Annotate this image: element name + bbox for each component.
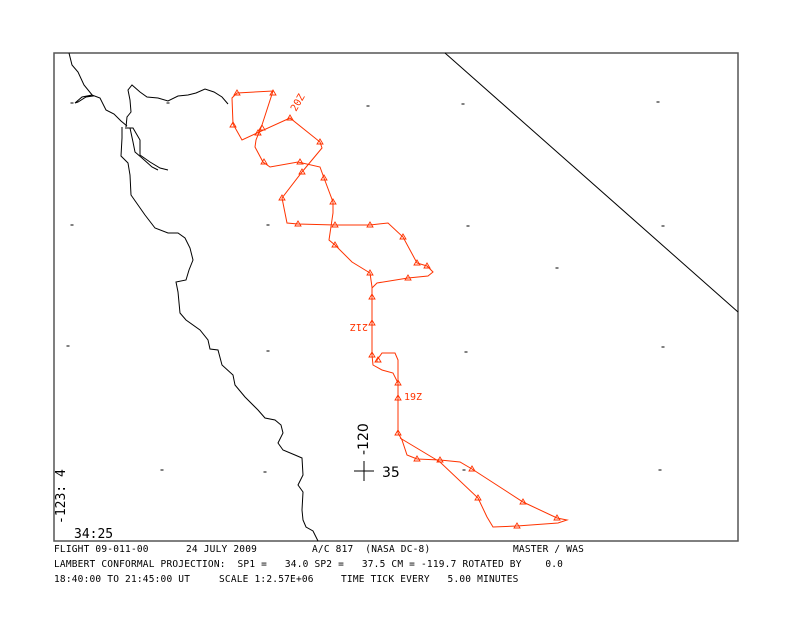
footer-line-2: LAMBERT CONFORMAL PROJECTION: SP1 = 34.0… (54, 559, 563, 571)
time-tick-marker (468, 465, 476, 472)
projection-info: LAMBERT CONFORMAL PROJECTION: SP1 = 34.0… (54, 559, 564, 570)
time-label-20z: 20Z (289, 92, 308, 113)
time-tick-marker (296, 158, 304, 165)
aircraft: A/C 817 (NASA DC-8) (312, 544, 431, 555)
time-tick-marker (413, 455, 421, 462)
corner-lon-label: -123: 4 (54, 469, 69, 524)
bay-east-shore (125, 127, 169, 171)
flight-id: FLIGHT 09-011-00 (54, 544, 149, 555)
reference-lat-label: 35 (382, 465, 400, 481)
flight-track (231, 90, 569, 528)
corner-lat-label: 34:25 (74, 527, 113, 542)
reference-crosshair: -120 35 (354, 423, 400, 481)
bay-west-shore (129, 127, 159, 171)
coast-central (120, 127, 319, 542)
time-tick-marker (331, 241, 339, 248)
time-tick-interval: TIME TICK EVERY 5.00 MINUTES (341, 574, 519, 585)
time-tick-marker (316, 138, 324, 145)
time-tick-marker (329, 198, 337, 205)
time-tick-marker (404, 274, 412, 281)
instrument: MASTER / WAS (513, 544, 585, 555)
grid-ticks (66, 101, 665, 473)
time-tick-markers (229, 89, 561, 529)
time-tick-marker (269, 89, 277, 96)
time-tick-marker (399, 233, 407, 240)
time-tick-marker (366, 269, 374, 276)
track-north-section (231, 90, 434, 297)
flight-date: 24 JULY 2009 (186, 544, 258, 555)
time-tick-marker (320, 174, 328, 181)
time-tick-marker (286, 114, 294, 121)
footer-line-3: 18:40:00 TO 21:45:00 UT SCALE 1:2.57E+06… (54, 574, 518, 586)
time-tick-marker (413, 259, 421, 266)
time-tick-marker (474, 494, 482, 501)
boundary-line (444, 52, 739, 313)
time-tick-marker (368, 351, 376, 358)
coast-north (68, 52, 128, 127)
time-tick-marker (254, 129, 262, 136)
map-frame (53, 52, 739, 542)
time-label-19z: 19Z (404, 392, 422, 403)
track-south-loop (397, 360, 569, 528)
scale: SCALE 1:2.57E+06 (219, 574, 314, 585)
time-tick-marker (374, 356, 382, 363)
time-tick-marker (278, 194, 286, 201)
time-tick-marker (423, 262, 431, 269)
reference-lon-label: -120 (356, 423, 372, 455)
time-tick-marker (394, 429, 402, 436)
bay-north-shore (125, 84, 229, 128)
time-tick-marker (553, 514, 561, 521)
coastline (68, 52, 319, 542)
time-label-21z: 21Z (350, 321, 368, 332)
time-tick-marker (229, 121, 237, 128)
time-tick-marker (368, 319, 376, 326)
footer-line-1: FLIGHT 09-011-00 24 JULY 2009 A/C 817 (N… (54, 544, 584, 556)
time-tick-marker (519, 498, 527, 505)
time-tick-marker (366, 221, 374, 228)
time-range: 18:40:00 TO 21:45:00 UT (54, 574, 191, 585)
time-tick-marker (394, 394, 402, 401)
time-tick-marker (294, 220, 302, 227)
track-middle-loop (371, 288, 399, 384)
time-tick-marker (258, 124, 266, 131)
time-tick-marker (394, 379, 402, 386)
time-tick-marker (436, 456, 444, 463)
time-tick-marker (260, 158, 268, 165)
time-tick-marker (368, 293, 376, 300)
time-tick-marker (331, 221, 339, 228)
time-tick-marker (233, 89, 241, 96)
time-tick-marker (513, 522, 521, 529)
time-tick-marker (298, 168, 306, 175)
